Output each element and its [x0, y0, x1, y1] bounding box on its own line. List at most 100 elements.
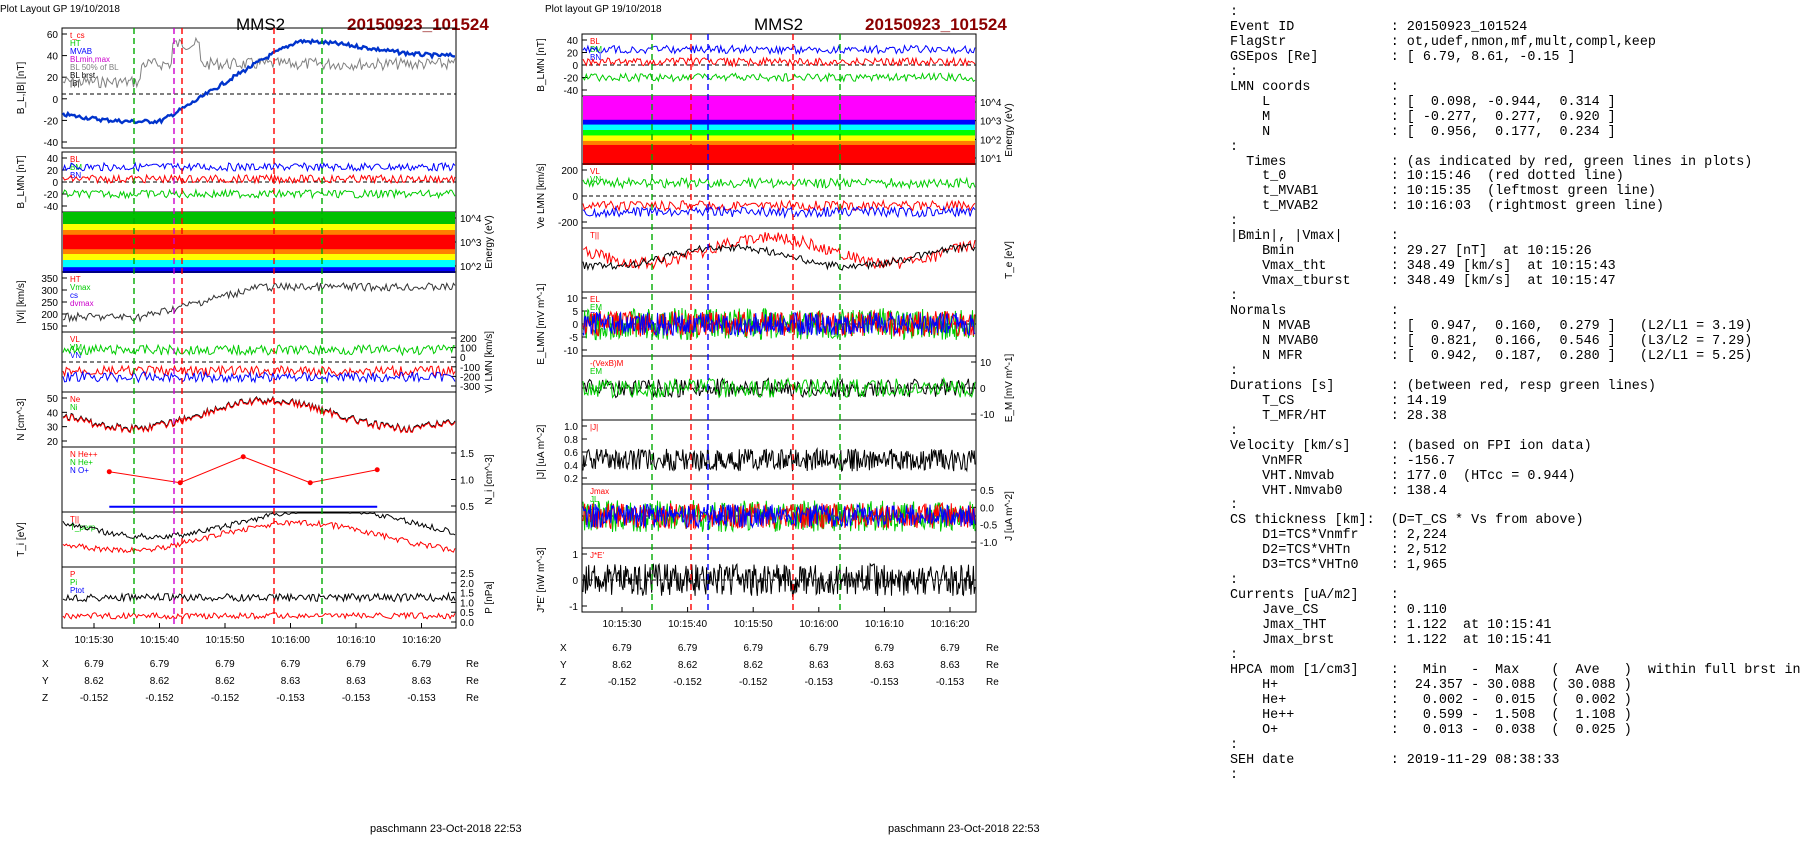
xtick-label: 10:16:20	[931, 619, 970, 630]
ephem-value: 8.62	[743, 660, 763, 671]
summary-line: H+ : 24.357 - 30.088 ( 30.088 )	[1262, 677, 1632, 693]
ephem-value: -0.153	[276, 693, 305, 704]
legend-entry: |J|	[590, 423, 598, 432]
summary-line: Durations [s] : (between red, resp green…	[1230, 378, 1656, 394]
trace-VM	[582, 198, 976, 212]
trace-E3	[582, 311, 976, 337]
summary-line: D2=TCS*VHTn : 2,512	[1262, 543, 1447, 559]
ytick-label: 40	[47, 154, 59, 165]
ephem-value: -0.152	[673, 677, 702, 688]
legend-entry: BN	[590, 53, 601, 62]
ephem-value: 8.62	[678, 660, 698, 671]
summary-line: :	[1230, 423, 1239, 439]
summary-line: :	[1230, 214, 1239, 230]
plot-event-id: 20150923_101524	[347, 15, 489, 34]
trace-VN	[582, 205, 976, 219]
ytick-label: 0	[52, 178, 58, 189]
ytick-label: 100	[460, 344, 477, 355]
legend-entry: N He++	[70, 450, 98, 459]
ytick-label: -10	[980, 410, 995, 421]
ephem-value: -0.152	[739, 677, 768, 688]
panel-frame-B_L	[61, 27, 457, 149]
trace-Tpar	[62, 519, 456, 554]
legend-entry: VM	[70, 343, 82, 352]
ytick-label: 0.5	[460, 608, 474, 619]
summary-line: VnMFR : -156.7	[1262, 453, 1455, 469]
panel-ylabel: B_LMN [nT]	[536, 38, 547, 92]
trace-Ni	[62, 395, 456, 433]
panel-ylabel: E_M [mV m^-1]	[1004, 353, 1015, 422]
ytick-label: 1	[572, 550, 578, 561]
ytick-label: 10^4	[980, 98, 1002, 109]
ytick-label: -40	[44, 138, 59, 149]
ytick-label: -40	[564, 86, 579, 97]
ytick-label: -20	[44, 116, 59, 127]
ephem-value: 8.63	[875, 660, 895, 671]
ephem-value: -0.153	[870, 677, 899, 688]
ephem-unit: Re	[986, 660, 999, 671]
panel-ylabel: B_LMN [nT]	[16, 155, 27, 209]
ephem-value: 6.79	[612, 643, 632, 654]
legend-entry: Vmax	[70, 283, 90, 292]
ytick-label: 60	[47, 30, 59, 41]
ephem-unit: Re	[986, 643, 999, 654]
ephem-value: -0.152	[145, 693, 174, 704]
ytick-label: 20	[47, 73, 59, 84]
trace-BN	[582, 71, 976, 83]
trace-EM	[582, 376, 976, 399]
ytick-label: 0	[460, 353, 466, 364]
ytick-label: 1.0	[460, 476, 474, 487]
ytick-label: 30	[47, 423, 59, 434]
ytick-label: 200	[41, 310, 58, 321]
ephem-row-name: X	[42, 659, 49, 670]
legend-entry: cs	[70, 291, 78, 300]
trace-Vi	[62, 281, 456, 323]
panel-frame-Nh	[61, 446, 457, 513]
summary-line: Jave_CS : 0.110	[1262, 603, 1447, 619]
legend-entry: MVAB	[70, 47, 92, 56]
ytick-label: 0.6	[564, 448, 578, 459]
ytick-label: 1.5	[460, 449, 474, 460]
ytick-label: 2.0	[460, 579, 474, 590]
spectrogram-band	[583, 119, 975, 126]
ephem-value: -0.152	[211, 693, 240, 704]
ephem-value: -0.152	[608, 677, 637, 688]
ephem-value: 6.79	[84, 659, 104, 670]
summary-line: :	[1230, 647, 1239, 663]
ytick-label: -200	[558, 218, 578, 229]
legend-entry: T_perp	[70, 523, 96, 532]
ytick-label: 40	[567, 36, 579, 47]
panel-ylabel: J*E' [nW m^-3]	[536, 547, 547, 613]
trace-point	[240, 454, 246, 460]
ytick-label: -20	[564, 74, 579, 85]
plot-event-id: 20150923_101524	[865, 15, 1007, 34]
panel-ylabel: |Vi| [km/s]	[16, 280, 27, 324]
ephem-row-name: Z	[42, 693, 48, 704]
legend-entry: N He+	[70, 458, 93, 467]
ephem-unit: Re	[986, 677, 999, 688]
ytick-label: 350	[41, 274, 58, 285]
ytick-label: -300	[460, 382, 480, 393]
ytick-label: 0.0	[980, 503, 994, 514]
ytick-label: 1.0	[460, 598, 474, 609]
xtick-label: 10:15:50	[734, 619, 773, 630]
trace-P	[62, 611, 456, 620]
plot-header: Plot layout GP 19/10/2018	[545, 4, 662, 15]
panel-ylabel: B_L,|B| [nT]	[16, 62, 27, 115]
trace-E1	[582, 307, 976, 341]
figure-canvas: Plot Layout GP 19/10/2018 MMS2 20150923_10…	[0, 4, 1040, 835]
summary-line: Vmax_tburst : 348.49 [km/s] at 10:15:47	[1262, 274, 1616, 290]
summary-line: |Bmin|, |Vmax| :	[1230, 229, 1399, 245]
ephem-value: 8.63	[940, 660, 960, 671]
ytick-label: 10^1	[980, 154, 1002, 165]
summary-line: Jmax_brst : 1.122 at 10:15:41	[1262, 633, 1552, 649]
ytick-label: -1.0	[980, 538, 998, 549]
plot-footer: paschmann 23-Oct-2018 22:53	[888, 823, 1040, 835]
panel-ylabel: Ve LMN [km/s]	[536, 163, 547, 228]
ytick-label: 0	[572, 61, 578, 72]
summary-line: :	[1230, 289, 1239, 305]
trace-VN	[62, 370, 456, 384]
trace-Te	[582, 243, 976, 271]
summary-line: He++ : 0.599 - 1.508 ( 1.108 )	[1262, 707, 1632, 723]
ytick-label: 2.5	[460, 569, 474, 580]
